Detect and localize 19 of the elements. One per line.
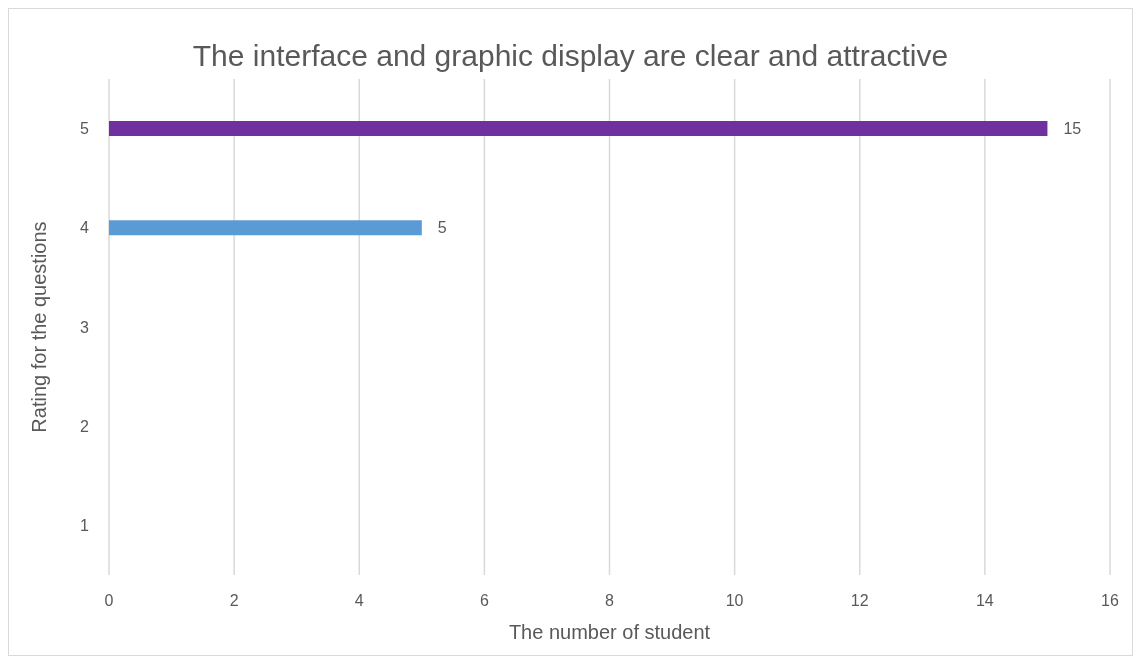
x-tick-label: 16 — [1101, 592, 1119, 610]
x-tick-label: 0 — [104, 592, 114, 610]
y-tick-label: 4 — [80, 219, 90, 237]
x-tick-label: 6 — [479, 592, 489, 610]
x-tick-label: 8 — [605, 592, 615, 610]
y-tick-label: 3 — [80, 318, 90, 336]
x-axis-title: The number of student — [508, 621, 711, 643]
y-tick-label: 1 — [80, 517, 90, 535]
x-tick-label: 14 — [975, 592, 994, 610]
x-tick-label: 2 — [229, 592, 239, 610]
data-label: 15 — [1063, 120, 1082, 138]
chart-title: The interface and graphic display are clear and attractive — [191, 38, 950, 72]
x-tick-label: 12 — [850, 592, 869, 610]
data-label: 5 — [437, 219, 447, 237]
x-tick-label: 4 — [354, 592, 364, 610]
y-axis-title: Rating for the questions — [28, 221, 51, 433]
x-tick-label: 10 — [725, 592, 744, 610]
y-tick-label: 5 — [80, 120, 90, 138]
y-tick-label: 2 — [80, 417, 90, 435]
